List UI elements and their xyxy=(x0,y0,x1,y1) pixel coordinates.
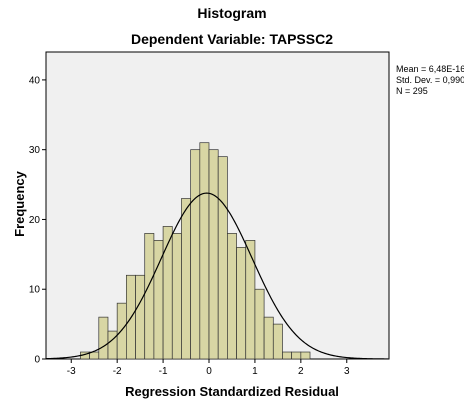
histogram-bar xyxy=(291,351,302,360)
chart-title: Histogram xyxy=(197,5,266,21)
histogram-bar xyxy=(245,240,256,360)
x-axis-label: Regression Standardized Residual xyxy=(125,384,339,399)
x-tick-label: -3 xyxy=(67,366,76,377)
x-tick-label: 2 xyxy=(298,366,304,377)
histogram-bar xyxy=(98,316,109,360)
histogram-bar xyxy=(272,323,283,360)
histogram-bar xyxy=(190,149,201,360)
histogram-bar xyxy=(135,274,146,360)
histogram-bar xyxy=(107,330,118,360)
stats-mean: Mean = 6,48E-16 xyxy=(396,64,464,74)
y-tick-label: 20 xyxy=(29,215,41,226)
x-tick-label: 3 xyxy=(344,366,350,377)
stats-n: N = 295 xyxy=(396,86,428,96)
y-tick-label: 40 xyxy=(29,75,41,86)
stats-std-dev: Std. Dev. = 0,990 xyxy=(396,75,464,85)
stats-legend: Mean = 6,48E-16 Std. Dev. = 0,990 N = 29… xyxy=(396,64,464,96)
histogram-bar xyxy=(208,149,219,360)
x-tick-label: 0 xyxy=(206,366,212,377)
x-tick-label: 1 xyxy=(252,366,258,377)
normal-curve xyxy=(45,192,389,360)
x-tick-label: -1 xyxy=(159,366,168,377)
chart-subtitle: Dependent Variable: TAPSSC2 xyxy=(131,31,333,47)
histogram-bar xyxy=(282,351,293,360)
histogram-bar xyxy=(116,302,127,360)
histogram-bar xyxy=(144,233,155,360)
y-axis-label: Frequency xyxy=(12,170,27,237)
histogram-bar xyxy=(162,226,173,360)
histogram-bar xyxy=(263,316,274,360)
histogram-bar xyxy=(171,233,182,360)
x-tick-label: -2 xyxy=(113,366,122,377)
y-tick-label: 10 xyxy=(29,285,41,296)
y-axis: 0 10 20 30 40 xyxy=(29,75,46,366)
histogram-bar xyxy=(254,288,265,360)
y-tick-label: 30 xyxy=(29,145,41,156)
histogram-bar xyxy=(217,156,228,360)
histogram-bar xyxy=(236,247,247,360)
histogram-bar xyxy=(300,351,311,360)
histogram-bar xyxy=(227,233,237,360)
histogram-bar xyxy=(181,198,191,360)
x-axis: -3 -2 -1 0 1 2 3 xyxy=(67,359,350,377)
y-tick-label: 0 xyxy=(34,355,40,366)
histogram-bar xyxy=(199,142,210,360)
